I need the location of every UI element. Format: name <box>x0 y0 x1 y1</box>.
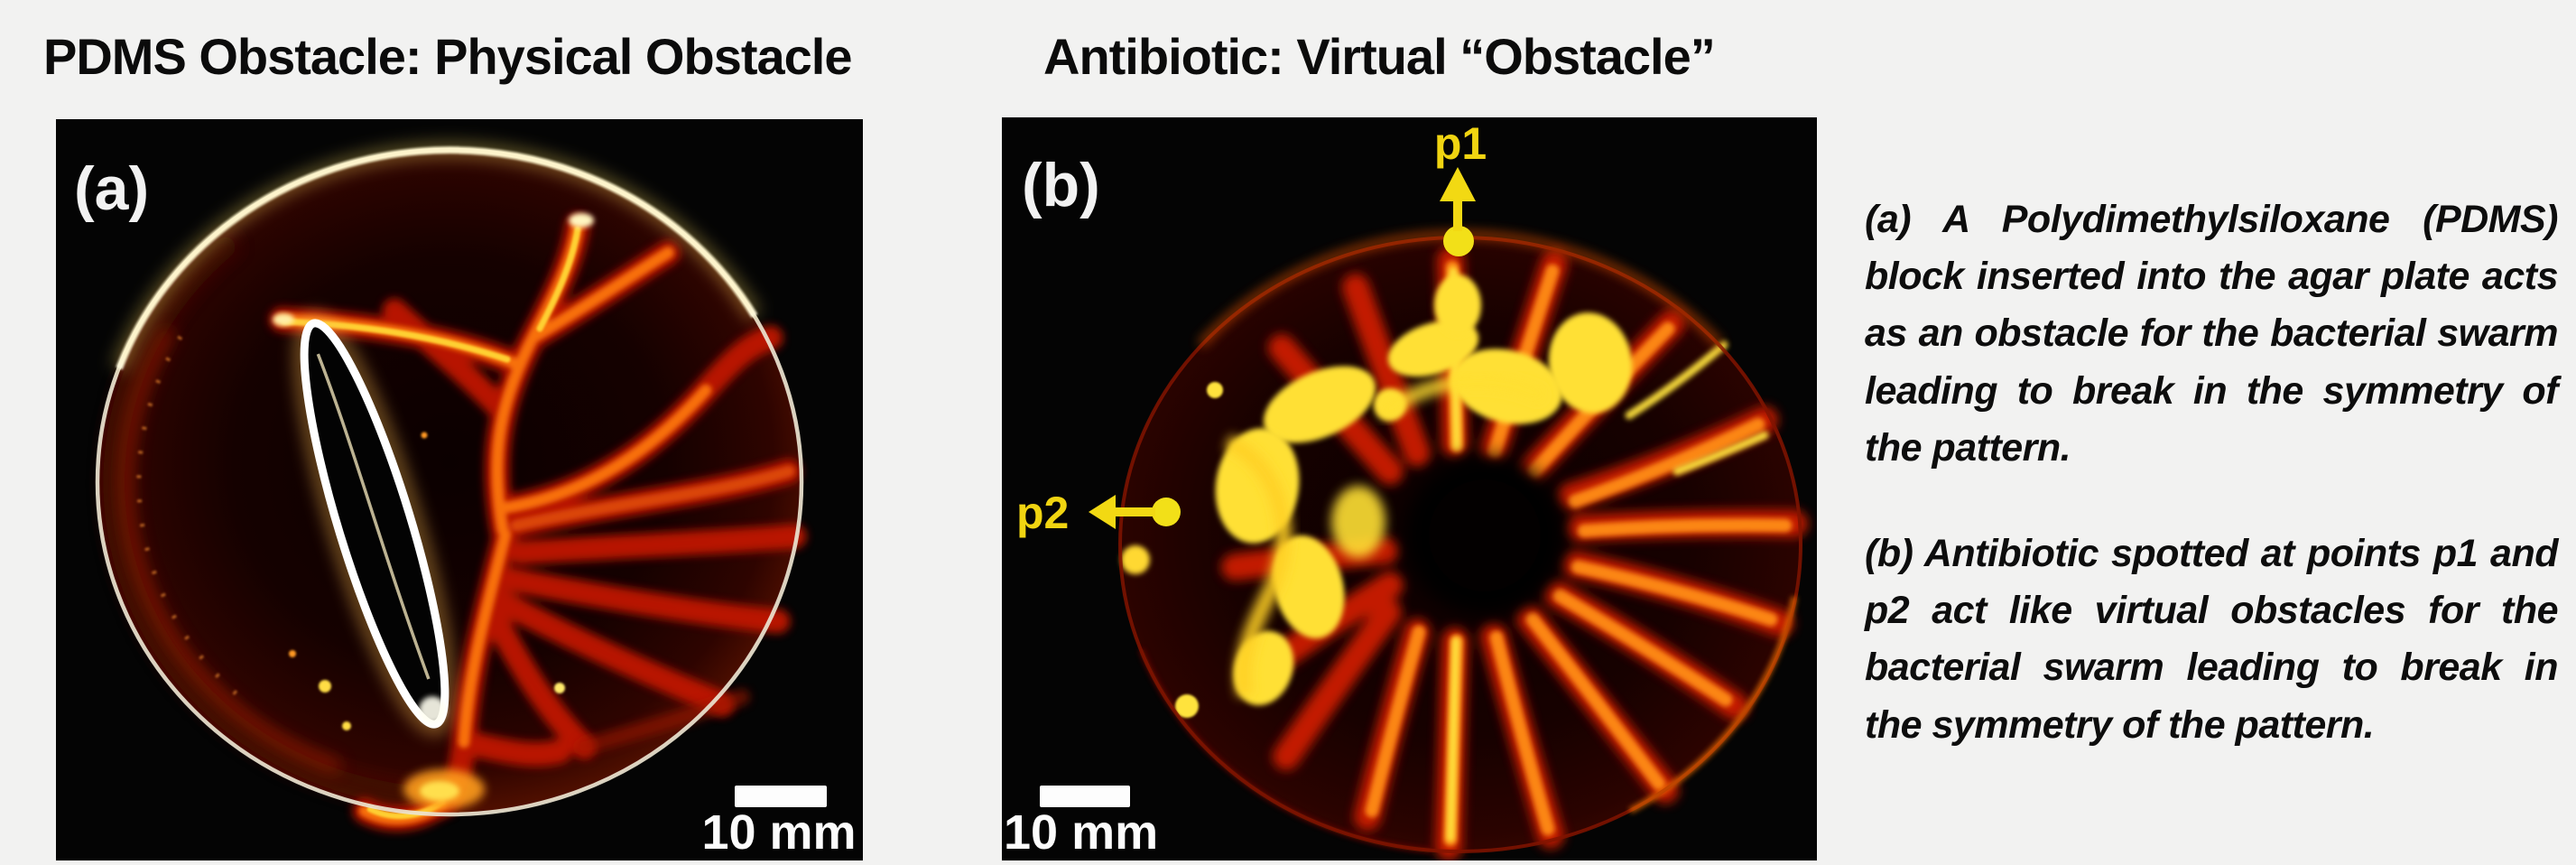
figure-caption: (a) A Polydimethylsiloxane (PDMS) block … <box>1865 191 2559 754</box>
p1-label: p1 <box>1434 118 1487 169</box>
pdms-obstacle-ellipse <box>294 312 455 736</box>
dish-b-dark-center-core <box>1429 479 1541 591</box>
annotation-p2: p2 <box>1016 488 1181 538</box>
p1-arrow-up-icon <box>1440 167 1476 201</box>
panel-a-letter-label: (a) <box>74 154 149 223</box>
caption-paragraph-b: (b) Antibiotic spotted at points p1 and … <box>1865 532 2559 747</box>
dish-rim-a <box>95 142 804 817</box>
swarm-bright-spots-a <box>273 213 594 809</box>
scale-bar-a-line <box>735 786 827 807</box>
p1-spot-dot <box>1443 226 1474 256</box>
p2-label: p2 <box>1016 488 1069 538</box>
swarm-yellow-blobs-b <box>1121 274 1633 718</box>
swarm-spoke-pattern-b <box>1221 246 1808 860</box>
petri-dish-photo-a: (a) 10 mm <box>56 119 863 860</box>
petri-dish-a-graphic: (a) 10 mm <box>56 119 863 860</box>
p2-spot-dot <box>1152 498 1181 526</box>
p2-arrow-left-icon <box>1089 495 1116 529</box>
scale-bar-b-line <box>1040 786 1130 807</box>
scale-bar-b: 10 mm <box>1004 786 1158 860</box>
petri-dish-b-graphic: (b) p1 p2 10 mm <box>1002 117 1817 860</box>
panel-b-letter-label: (b) <box>1022 151 1100 219</box>
scale-bar-a: 10 mm <box>701 786 857 860</box>
panel-a-title: PDMS Obstacle: Physical Obstacle <box>43 28 852 85</box>
scale-bar-b-label: 10 mm <box>1004 805 1158 860</box>
scale-bar-a-label: 10 mm <box>701 805 856 860</box>
petri-dish-photo-b: (b) p1 p2 10 mm <box>1002 117 1817 860</box>
panel-b-title: Antibiotic: Virtual “Obstacle” <box>1043 28 1716 85</box>
caption-paragraph-a: (a) A Polydimethylsiloxane (PDMS) block … <box>1865 198 2559 470</box>
annotation-p1: p1 <box>1434 118 1487 256</box>
